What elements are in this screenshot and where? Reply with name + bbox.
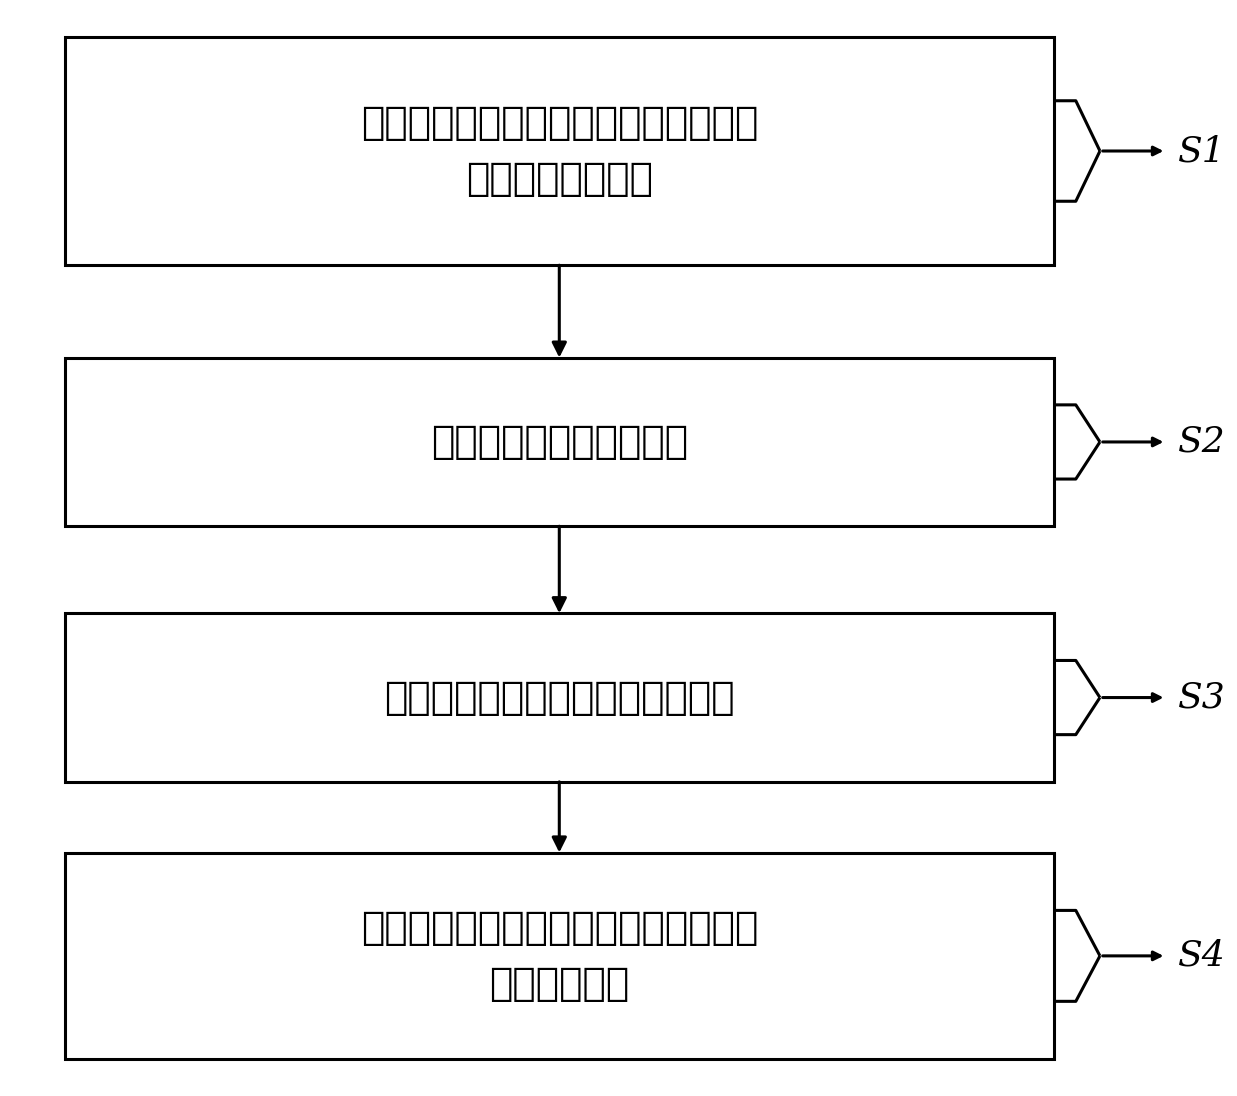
Text: 得到目标运动的角速度和总角度，消除
帧间回转误差: 得到目标运动的角速度和总角度，消除 帧间回转误差 xyxy=(361,909,758,1003)
Bar xyxy=(64,37,1054,265)
Text: S2: S2 xyxy=(1179,425,1226,459)
Text: 对目标当前帧进行特征点的提取、匹配
、跟踪和位姿求解: 对目标当前帧进行特征点的提取、匹配 、跟踪和位姿求解 xyxy=(361,104,758,198)
Text: 目标全局闭环检测，消除累积误差: 目标全局闭环检测，消除累积误差 xyxy=(383,678,735,717)
Text: S3: S3 xyxy=(1179,681,1226,715)
Bar xyxy=(64,357,1054,526)
Bar xyxy=(64,614,1054,781)
Text: S4: S4 xyxy=(1179,939,1226,973)
Text: 目标局部空间点三维重建: 目标局部空间点三维重建 xyxy=(430,423,688,461)
Text: S1: S1 xyxy=(1179,134,1226,168)
Bar xyxy=(64,853,1054,1059)
